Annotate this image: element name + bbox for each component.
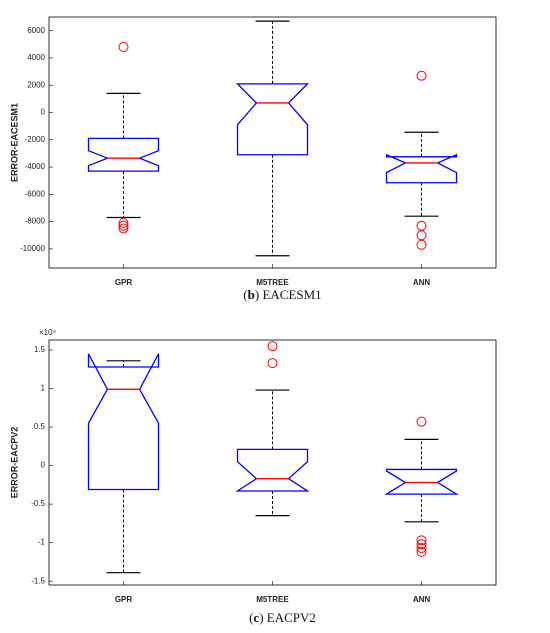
box <box>87 137 160 172</box>
y-tick-label: -4000 <box>25 162 46 171</box>
outlier <box>416 535 427 546</box>
y-tick-label: 2000 <box>27 80 45 89</box>
y-tick-label: 0 <box>41 108 46 117</box>
outlier <box>416 539 427 550</box>
y-tick-label: -2000 <box>25 135 46 144</box>
caption: (b) EACESM1 <box>243 287 321 302</box>
outlier <box>416 543 427 554</box>
x-tick-label: GPR <box>115 278 133 287</box>
y-tick-label: 0.5 <box>34 422 46 431</box>
outlier <box>118 217 129 228</box>
chart: 1.5 1 0.5 0 -0.5 -1 -1.5 ERROR-EACPV2 ×10⁴ GPR M5T… <box>9 328 497 625</box>
y-tick-label: -10000 <box>20 244 45 253</box>
outlier <box>416 70 427 81</box>
caption-part: b <box>248 287 255 302</box>
caption-part: ) EACESM1 <box>255 287 322 302</box>
outlier <box>416 239 427 250</box>
caption-part: ( <box>249 610 253 625</box>
box <box>87 353 160 491</box>
x-tick-label: ANN <box>413 278 431 287</box>
caption-part: ( <box>243 287 247 302</box>
y-tick-label: -6000 <box>25 189 46 198</box>
y-axis-label: ERROR-EACESM1 <box>9 103 19 182</box>
plot-frame <box>48 339 497 586</box>
y-tick-label: 6000 <box>27 26 45 35</box>
y-axis-label: ERROR-EACPV2 <box>9 427 19 499</box>
caption-part: ) EACPV2 <box>259 610 316 625</box>
outlier <box>416 416 427 427</box>
x-tick-label: M5TREE <box>256 595 289 604</box>
box <box>235 83 310 156</box>
x-tick-label: ANN <box>413 595 431 604</box>
x-tick-label: GPR <box>115 595 133 604</box>
outlier <box>416 230 427 241</box>
y-tick-label: -0.5 <box>31 499 45 508</box>
box <box>235 448 310 492</box>
y-exponent: ×10⁴ <box>39 328 57 337</box>
y-tick-label: 0 <box>41 461 46 470</box>
caption-part: c <box>253 610 259 625</box>
y-tick-label: 4000 <box>27 53 45 62</box>
outlier <box>118 223 129 234</box>
box <box>385 153 458 184</box>
outlier <box>267 341 278 352</box>
outlier <box>416 546 427 557</box>
y-tick-label: -1 <box>38 538 46 547</box>
outlier <box>267 358 278 369</box>
y-tick-label: 1.5 <box>34 345 46 354</box>
y-tick-label: -8000 <box>25 217 46 226</box>
caption: (c) EACPV2 <box>249 610 316 625</box>
y-tick-label: 1 <box>41 384 46 393</box>
y-tick-label: -1.5 <box>31 576 45 585</box>
outlier <box>416 220 427 231</box>
outlier <box>118 42 129 53</box>
chart: 6000 4000 2000 0 -2000 -4000 -6000 -8000 -10000 E… <box>9 16 497 302</box>
box <box>384 468 459 495</box>
x-tick-label: M5TREE <box>256 278 289 287</box>
outlier <box>118 220 129 231</box>
